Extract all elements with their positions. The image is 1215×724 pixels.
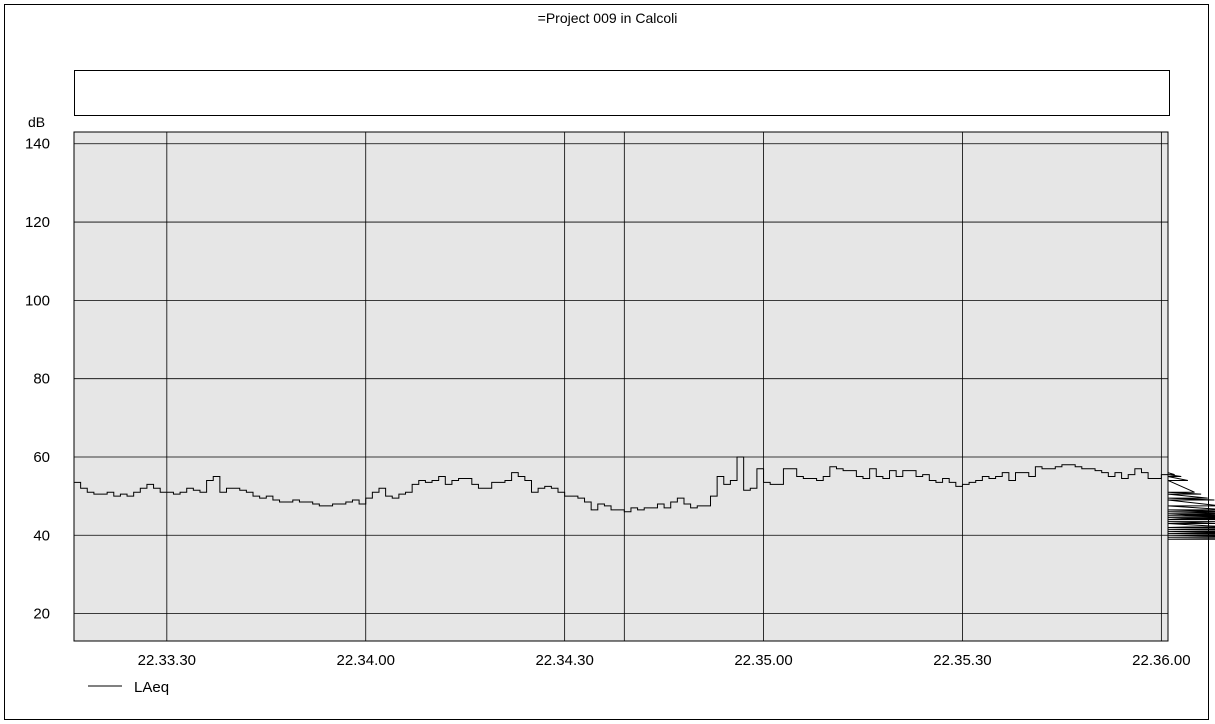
y-tick-label: 80 <box>33 371 50 388</box>
x-tick-label: 22.36.00 <box>1132 652 1190 669</box>
x-tick-label: 22.33.30 <box>138 652 196 669</box>
x-tick-label: 22.34.30 <box>535 652 593 669</box>
y-tick-label: 140 <box>25 136 50 153</box>
x-tick-label: 22.35.30 <box>933 652 991 669</box>
y-tick-label: 100 <box>25 292 50 309</box>
y-tick-label: 60 <box>33 449 50 466</box>
legend-label-laeq: LAeq <box>134 679 169 696</box>
chart-header-box <box>74 70 1170 116</box>
y-axis-label: dB <box>28 114 45 130</box>
chart-frame <box>4 4 1209 720</box>
grid-lines <box>74 132 1168 641</box>
legend: LAeq <box>88 679 169 696</box>
x-tick-label: 22.34.00 <box>337 652 395 669</box>
series-group <box>74 456 1215 540</box>
y-tick-labels: 20 40 60 80 100 120 140 <box>25 136 50 623</box>
plot-area <box>73 131 1169 642</box>
chart-title: =Project 009 in Calcoli <box>537 10 678 26</box>
y-tick-label: 120 <box>25 214 50 231</box>
y-tick-label: 40 <box>33 527 50 544</box>
x-tick-labels: 22.33.30 22.34.00 22.34.30 22.35.00 22.35.30… <box>138 652 1191 669</box>
series-line-laeq <box>74 456 1215 540</box>
x-tick-label: 22.35.00 <box>734 652 792 669</box>
y-tick-label: 20 <box>33 606 50 623</box>
